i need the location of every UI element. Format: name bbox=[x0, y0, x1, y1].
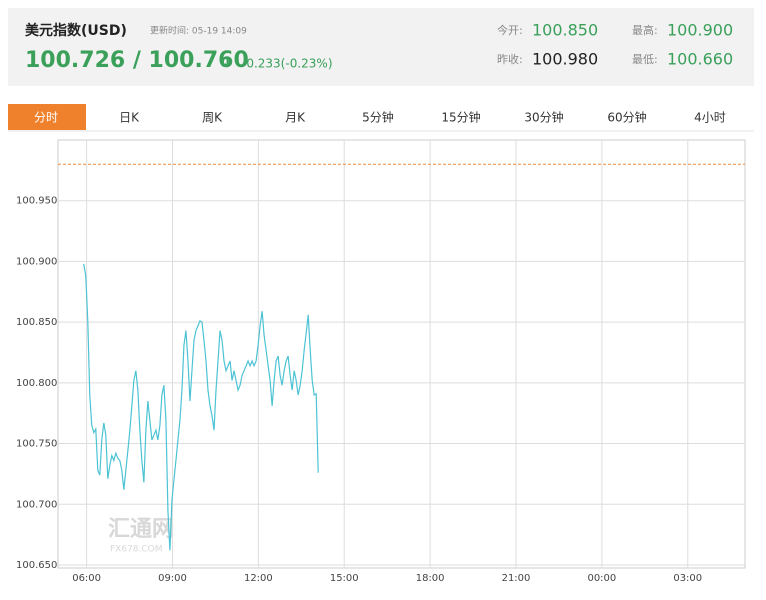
bid-ask: 100.726 / 100.760 bbox=[25, 48, 249, 73]
x-tick-label: 18:00 bbox=[416, 573, 445, 584]
tab-active-bg bbox=[8, 104, 86, 130]
x-tick-label: 21:00 bbox=[502, 573, 531, 584]
header-box bbox=[8, 8, 754, 86]
y-tick-label: 100.950 bbox=[16, 196, 57, 207]
tab[interactable]: 60分钟 bbox=[607, 110, 646, 125]
stat-label: 最高: bbox=[632, 23, 658, 37]
y-tick-label: 100.850 bbox=[16, 317, 57, 328]
tab[interactable]: 月K bbox=[285, 111, 306, 125]
title: 美元指数(USD) bbox=[25, 22, 127, 39]
update-time: 更新时间: 05-19 14:09 bbox=[150, 25, 247, 37]
tab[interactable]: 5分钟 bbox=[362, 110, 394, 125]
tab[interactable]: 日K bbox=[119, 111, 140, 125]
price-line bbox=[83, 263, 319, 551]
stat-label: 今开: bbox=[497, 23, 523, 37]
y-tick-label: 100.650 bbox=[16, 560, 57, 571]
stat-value: 100.660 bbox=[667, 50, 733, 69]
y-tick-label: 100.800 bbox=[16, 378, 57, 389]
stat-label: 昨收: bbox=[497, 52, 523, 66]
x-tick-label: 06:00 bbox=[72, 573, 101, 584]
arrow: ↓ bbox=[222, 56, 233, 71]
stat-value: 100.850 bbox=[532, 21, 598, 40]
tab[interactable]: 4小时 bbox=[694, 111, 726, 125]
tab[interactable]: 分时 bbox=[34, 111, 58, 125]
tab[interactable]: 30分钟 bbox=[524, 110, 563, 125]
watermark-site: FX678.COM bbox=[110, 545, 163, 555]
tab[interactable]: 15分钟 bbox=[441, 110, 480, 125]
x-tick-label: 03:00 bbox=[673, 573, 702, 584]
stat-value: 100.980 bbox=[532, 50, 598, 69]
y-tick-label: 100.700 bbox=[16, 499, 57, 510]
x-tick-label: 15:00 bbox=[330, 573, 359, 584]
x-tick-label: 09:00 bbox=[158, 573, 187, 584]
change: -0.233(-0.23%) bbox=[242, 57, 333, 71]
tab[interactable]: 周K bbox=[202, 111, 223, 125]
watermark: 汇通网 bbox=[108, 517, 174, 542]
y-tick-label: 100.900 bbox=[16, 256, 57, 267]
x-tick-label: 12:00 bbox=[244, 573, 273, 584]
y-tick-label: 100.750 bbox=[16, 439, 57, 450]
plot-frame bbox=[57, 139, 746, 569]
x-tick-label: 00:00 bbox=[587, 573, 616, 584]
stat-label: 最低: bbox=[632, 53, 658, 66]
stat-value: 100.900 bbox=[667, 21, 733, 40]
